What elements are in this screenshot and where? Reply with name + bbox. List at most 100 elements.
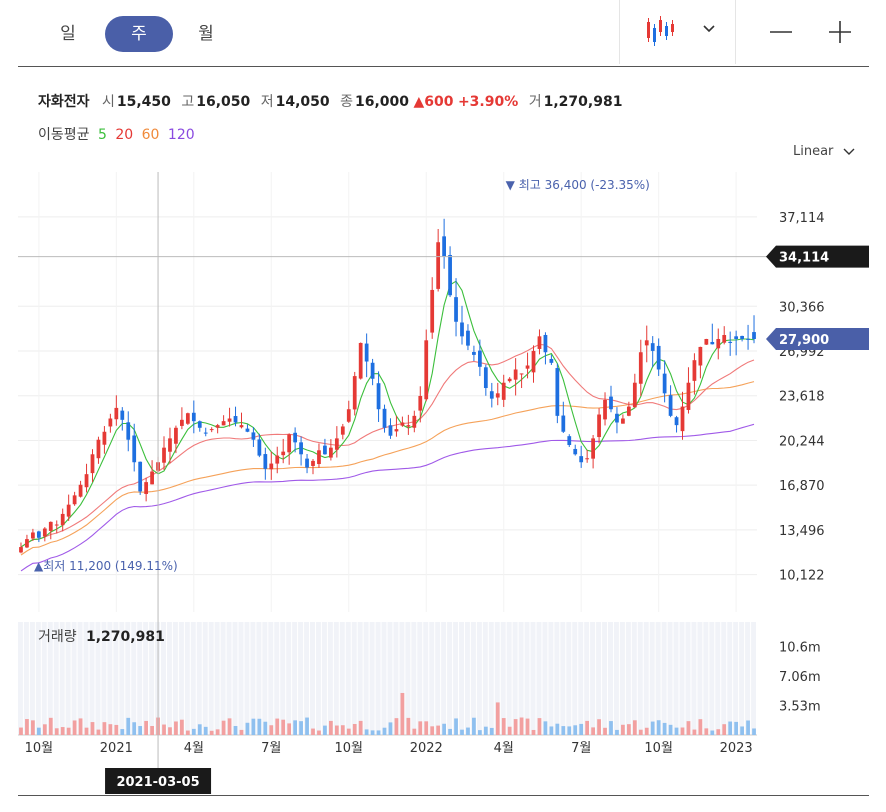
candle-body xyxy=(287,434,292,453)
tab-monthly[interactable]: 월 xyxy=(198,24,214,44)
volume-bar xyxy=(549,726,554,735)
candle-body xyxy=(25,539,29,548)
volume-background-stripe xyxy=(715,622,721,735)
volume-background-stripe xyxy=(131,622,137,735)
ma20-legend: 20 xyxy=(115,127,134,143)
candlestick-icon xyxy=(647,16,715,46)
volume-bar xyxy=(573,725,578,735)
volume-bar xyxy=(281,719,286,735)
volume-background-stripe xyxy=(304,622,310,735)
price-axis-tick: 23,618 xyxy=(779,390,825,405)
candle-body xyxy=(686,382,691,410)
candle-body xyxy=(704,338,709,345)
scale-selector[interactable]: Linear xyxy=(793,144,856,159)
volume-background-stripe xyxy=(572,622,578,735)
price-summary: 자화전자 시 15,450 고 16,050 저 14,050 종 16,000 ▲60… xyxy=(38,91,622,111)
volume-background-stripe xyxy=(393,622,399,735)
volume-background-stripe xyxy=(488,622,494,735)
candle-body xyxy=(442,236,446,257)
volume-bar xyxy=(269,725,274,735)
candle-body xyxy=(460,322,464,337)
volume-background-stripe xyxy=(351,622,357,735)
plus-icon[interactable] xyxy=(826,20,852,44)
volume-bar xyxy=(42,724,47,735)
candle-body xyxy=(638,352,643,384)
high-label: 고 xyxy=(181,94,195,110)
volume-bar xyxy=(585,720,590,735)
volume-background-stripe xyxy=(441,622,447,735)
candle-body xyxy=(299,442,303,455)
candle-body xyxy=(102,431,107,445)
volume-background-stripe xyxy=(59,622,65,735)
candle-body xyxy=(227,418,232,422)
volume-background-stripe xyxy=(226,622,232,735)
volume-bar xyxy=(311,728,315,735)
volume-bar xyxy=(668,724,673,735)
volume-background-stripe xyxy=(649,622,655,735)
candle-body xyxy=(138,461,143,492)
volume-background-stripe xyxy=(661,622,667,735)
volume-bar xyxy=(126,717,131,735)
volume-bar xyxy=(418,721,423,735)
volume-bar xyxy=(513,719,518,735)
volume-background-stripe xyxy=(190,622,196,735)
minus-icon[interactable] xyxy=(766,22,796,42)
candle-body xyxy=(293,432,298,443)
volume-bar xyxy=(442,723,446,735)
volume-bar xyxy=(394,718,399,735)
volume-background-stripe xyxy=(739,622,745,735)
tab-weekly[interactable]: 주 xyxy=(105,16,173,52)
volume-background-stripe xyxy=(202,622,208,735)
volume-bar xyxy=(704,728,709,735)
candle-body xyxy=(513,369,518,380)
volume-background-stripe xyxy=(232,622,238,735)
zoom-controls xyxy=(735,0,870,64)
volume-background-stripe xyxy=(453,622,459,735)
volume-background-stripe xyxy=(363,622,369,735)
volume-background-stripe xyxy=(65,622,71,735)
volume-background-stripe xyxy=(268,622,274,735)
volume-axis-tick: 3.53m xyxy=(779,699,821,714)
candle-body xyxy=(96,439,101,459)
volume-background-stripe xyxy=(89,622,95,735)
volume-axis-tick: 10.6m xyxy=(779,640,821,655)
candle-body xyxy=(472,351,476,355)
time-axis-label: 7월 xyxy=(261,741,281,756)
candle-body xyxy=(215,425,220,428)
volume-background-stripe xyxy=(554,622,560,735)
price-axis-tick: 13,496 xyxy=(779,524,825,539)
volume-background-stripe xyxy=(345,622,351,735)
volume-bar xyxy=(156,717,160,735)
ma60-legend: 60 xyxy=(141,127,160,143)
candle-body xyxy=(197,421,202,428)
volume-bar xyxy=(454,718,458,735)
volume-bar xyxy=(287,723,292,735)
volume-background-stripe xyxy=(518,622,524,735)
chart-type-selector[interactable] xyxy=(619,0,736,64)
volume-background-stripe xyxy=(476,622,482,735)
volume-bar xyxy=(632,720,637,735)
volume-background-stripe xyxy=(125,622,131,735)
candle-body xyxy=(120,410,125,420)
volume-bar xyxy=(501,718,506,735)
tab-daily[interactable]: 일 xyxy=(60,24,76,44)
ma20-line xyxy=(20,343,755,548)
candle-body xyxy=(531,350,536,373)
volume-background-stripe xyxy=(143,622,149,735)
volume-bar xyxy=(48,717,53,735)
volume-bar xyxy=(412,728,417,735)
volume-background-stripe xyxy=(339,622,345,735)
volume-background-stripe xyxy=(685,622,691,735)
volume-background-stripe xyxy=(709,622,715,735)
volume-background-stripe xyxy=(751,622,756,735)
stock-name: 자화전자 xyxy=(38,94,90,110)
candle-body xyxy=(746,338,750,340)
header-divider xyxy=(18,66,869,67)
volume-bar xyxy=(752,728,756,735)
volume-bar xyxy=(591,727,595,735)
candle-body xyxy=(656,345,661,370)
candle-body xyxy=(424,340,429,400)
volume-background-stripe xyxy=(137,622,143,735)
volume-background-stripe xyxy=(435,622,441,735)
